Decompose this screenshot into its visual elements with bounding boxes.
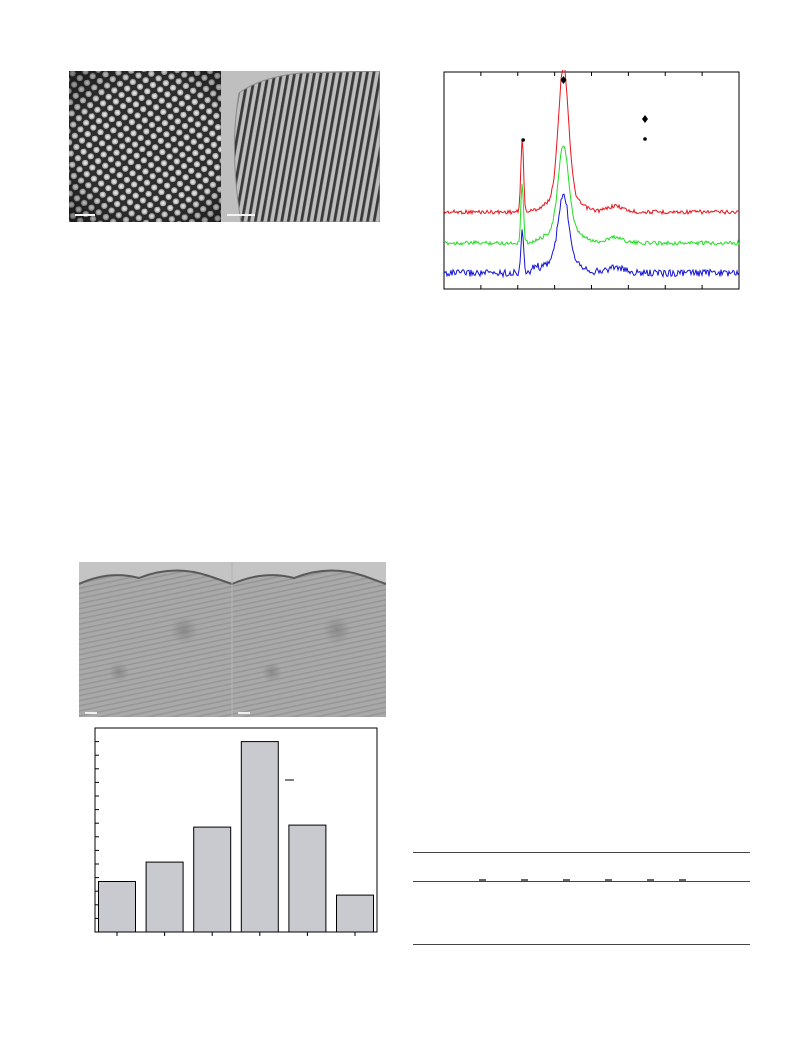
channel-pattern [221, 71, 380, 222]
histogram-bar [98, 881, 136, 933]
histogram-chart [87, 726, 381, 938]
table-top-rule [413, 852, 750, 853]
cell-marker [605, 879, 612, 881]
hexagonal-pore-pattern [69, 71, 234, 222]
xrd-series-line [443, 145, 740, 247]
cell-marker [521, 879, 528, 881]
histogram-bar [336, 894, 374, 933]
plot-frame [443, 71, 740, 290]
lattice-fringe-images [79, 562, 386, 717]
legend-marker-circle [643, 137, 647, 141]
cell-marker [563, 879, 570, 881]
peak-marker-diamond [560, 76, 567, 84]
scale-bar-left [75, 214, 95, 216]
histogram-bar [145, 861, 184, 933]
tem-image-hexagonal [69, 71, 234, 222]
xrd-chart [442, 70, 742, 292]
cell-marker [679, 879, 686, 881]
cell-marker [479, 879, 486, 881]
tem-image-channels [221, 71, 380, 222]
histogram-plot [94, 727, 378, 936]
table [413, 852, 750, 947]
tem-figure-top [69, 71, 380, 222]
xrd-plot [443, 70, 740, 290]
table-bottom-rule [413, 944, 750, 945]
histogram-bar [193, 826, 232, 933]
plot-frame [94, 727, 378, 933]
table-cell-markers [413, 879, 750, 883]
legend-marker-diamond [642, 115, 648, 123]
xrd-series-line [443, 70, 740, 216]
table-header-rule [413, 881, 750, 882]
tem-figure-bottom [79, 562, 386, 717]
histogram-bar [288, 824, 327, 933]
histogram-bar [240, 741, 279, 933]
xrd-series-line [443, 193, 740, 279]
peak-marker-circle [521, 138, 525, 142]
cell-marker [647, 879, 654, 881]
scale-bar-right [227, 214, 255, 216]
